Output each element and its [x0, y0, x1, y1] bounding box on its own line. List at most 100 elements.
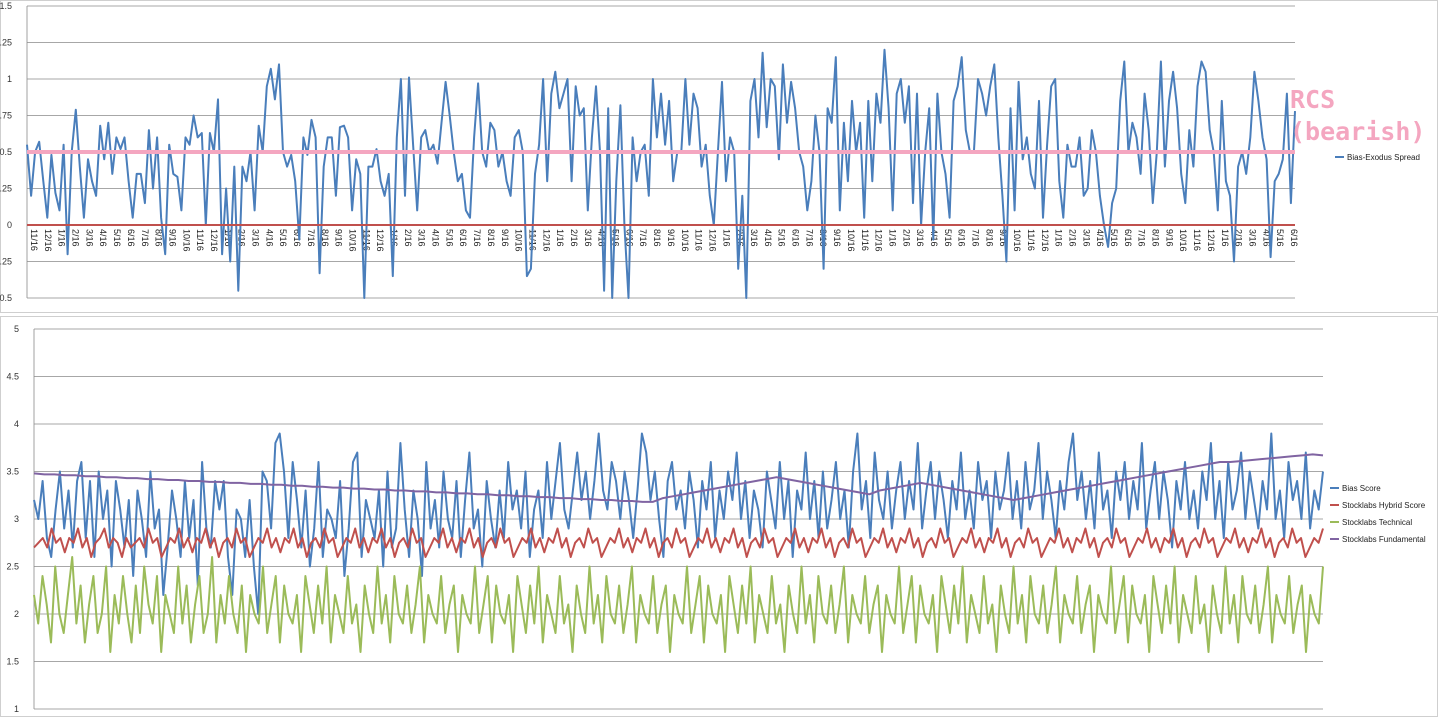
- y-tick-label: 4: [14, 419, 19, 429]
- y-tick-label: 1.25: [0, 38, 12, 48]
- x-tick-label: 5/16: [278, 229, 288, 247]
- x-tick-label: 3/16: [749, 229, 759, 247]
- y-tick-label: 0.25: [0, 184, 12, 194]
- rcs-bearish-annotation: RCS (bearish): [1290, 85, 1425, 146]
- x-tick-label: 2/16: [901, 229, 911, 247]
- x-tick-label: 7/16: [472, 229, 482, 247]
- legend-label-bias-exodus-spread: Bias-Exodus Spread: [1347, 153, 1420, 162]
- x-tick-label: 10/16: [1012, 229, 1022, 252]
- x-tick-label: 9/16: [998, 229, 1008, 247]
- x-tick-label: 12/16: [541, 229, 551, 252]
- y-tick-label: 0.5: [0, 147, 12, 157]
- series-line-stocklabs-fundamental: [33, 453, 1324, 503]
- x-tick-label: 3/16: [417, 229, 427, 247]
- y-tick-label: 2.5: [6, 562, 19, 572]
- x-tick-label: 6/16: [458, 229, 468, 247]
- bottom-chart-legend: Bias Score Stocklabs Hybrid Score Stocklab…: [1330, 484, 1426, 544]
- y-tick-label: 2: [14, 609, 19, 619]
- x-tick-label: 2/16: [403, 229, 413, 247]
- x-tick-label: 8/16: [1151, 229, 1161, 247]
- x-tick-label: 6/16: [1289, 229, 1299, 247]
- legend-label-stocklabs-fundamental: Stocklabs Fundamental: [1342, 535, 1426, 544]
- x-tick-label: 2/16: [1067, 229, 1077, 247]
- x-tick-label: 9/16: [167, 229, 177, 247]
- x-tick-label: 12/16: [209, 229, 219, 252]
- x-tick-label: 7/16: [140, 229, 150, 247]
- x-tick-label: 6/16: [957, 229, 967, 247]
- y-tick-label: -0.5: [0, 293, 12, 303]
- x-tick-label: 4/16: [431, 229, 441, 247]
- x-tick-label: 3/16: [1081, 229, 1091, 247]
- x-tick-label: 8/16: [984, 229, 994, 247]
- x-tick-label: 12/16: [707, 229, 717, 252]
- x-tick-label: 5/16: [1275, 229, 1285, 247]
- x-tick-label: 7/16: [1137, 229, 1147, 247]
- x-tick-label: 5/16: [943, 229, 953, 247]
- x-tick-label: 2/16: [1234, 229, 1244, 247]
- x-tick-label: 5/16: [1109, 229, 1119, 247]
- x-tick-label: 4/16: [264, 229, 274, 247]
- x-tick-label: 11/16: [1026, 229, 1036, 251]
- legend-label-bias-score: Bias Score: [1342, 484, 1381, 493]
- x-tick-label: 9/16: [1164, 229, 1174, 247]
- x-tick-label: 4/16: [763, 229, 773, 247]
- top-chart: 1.51.2510.750.50.250-0.25-0.5 11/1612/16…: [0, 0, 1438, 313]
- x-tick-label: 10/16: [1178, 229, 1188, 252]
- y-tick-label: 0: [7, 220, 12, 230]
- x-tick-label: 3/16: [251, 229, 261, 247]
- y-tick-label: 3: [14, 514, 19, 524]
- y-tick-label: -0.25: [0, 257, 12, 267]
- top-chart-border: [0, 0, 1438, 313]
- x-tick-label: 5/16: [112, 229, 122, 247]
- x-tick-label: 11/16: [860, 229, 870, 251]
- annotation-line: RCS: [1290, 85, 1335, 114]
- top-chart-legend: Bias-Exodus Spread: [1335, 153, 1420, 162]
- x-tick-label: 9/16: [832, 229, 842, 247]
- x-tick-label: 2/16: [237, 229, 247, 247]
- y-tick-label: 3.5: [6, 467, 19, 477]
- x-tick-label: 4/16: [1095, 229, 1105, 247]
- x-tick-label: 4/16: [1261, 229, 1271, 247]
- y-tick-label: 1: [14, 704, 19, 714]
- x-tick-label: 1/16: [721, 229, 731, 247]
- x-tick-label: 10/16: [514, 229, 524, 252]
- x-tick-label: 1/16: [1220, 229, 1230, 247]
- series-line-bias-exodus-spread: [26, 48, 1296, 299]
- x-tick-label: 12/16: [1040, 229, 1050, 252]
- series-line-bias-score: [33, 432, 1324, 615]
- x-tick-label: 8/16: [320, 229, 330, 247]
- x-tick-label: 6/16: [791, 229, 801, 247]
- x-tick-label: 6/16: [1123, 229, 1133, 247]
- x-tick-label: 3/16: [583, 229, 593, 247]
- x-tick-label: 7/16: [306, 229, 316, 247]
- series-line-stocklabs-technical: [33, 556, 1324, 653]
- bottom-chart-y-tick-labels: 5 4.5 4 3.5 3 2.5 2 1.5 1: [6, 324, 19, 714]
- x-tick-label: 9/16: [500, 229, 510, 247]
- annotation-line: (bearish): [1290, 117, 1425, 146]
- x-tick-label: 8/16: [486, 229, 496, 247]
- x-tick-label: 2/16: [71, 229, 81, 247]
- x-tick-label: 12/16: [43, 229, 53, 252]
- x-tick-label: 5/16: [611, 229, 621, 247]
- x-tick-label: 4/16: [98, 229, 108, 247]
- x-tick-label: 1/16: [887, 229, 897, 247]
- x-tick-label: 10/16: [347, 229, 357, 252]
- top-chart-y-tick-labels: 1.5 1.25 1 0.75 0.5 0.25 0 -0.25 -0.5: [0, 1, 12, 303]
- x-tick-label: 3/16: [915, 229, 925, 247]
- y-tick-label: 1.5: [0, 1, 12, 11]
- x-tick-label: 3/16: [84, 229, 94, 247]
- x-tick-label: 11/16: [1192, 229, 1202, 251]
- series-line-stocklabs-hybrid-score: [33, 527, 1324, 558]
- x-tick-label: 12/16: [1206, 229, 1216, 252]
- bottom-chart: 5 4.5 4 3.5 3 2.5 2 1.5 1 Bias Score Stocklabs Hy…: [0, 316, 1438, 717]
- x-tick-label: 7/16: [971, 229, 981, 247]
- x-tick-label: 12/16: [375, 229, 385, 252]
- x-tick-label: 10/16: [181, 229, 191, 252]
- y-tick-label: 1: [7, 74, 12, 84]
- x-tick-label: 1/16: [555, 229, 565, 247]
- y-tick-label: 4.5: [6, 372, 19, 382]
- top-chart-series: [26, 48, 1296, 299]
- x-tick-label: 1/16: [57, 229, 67, 247]
- x-tick-label: 5/16: [444, 229, 454, 247]
